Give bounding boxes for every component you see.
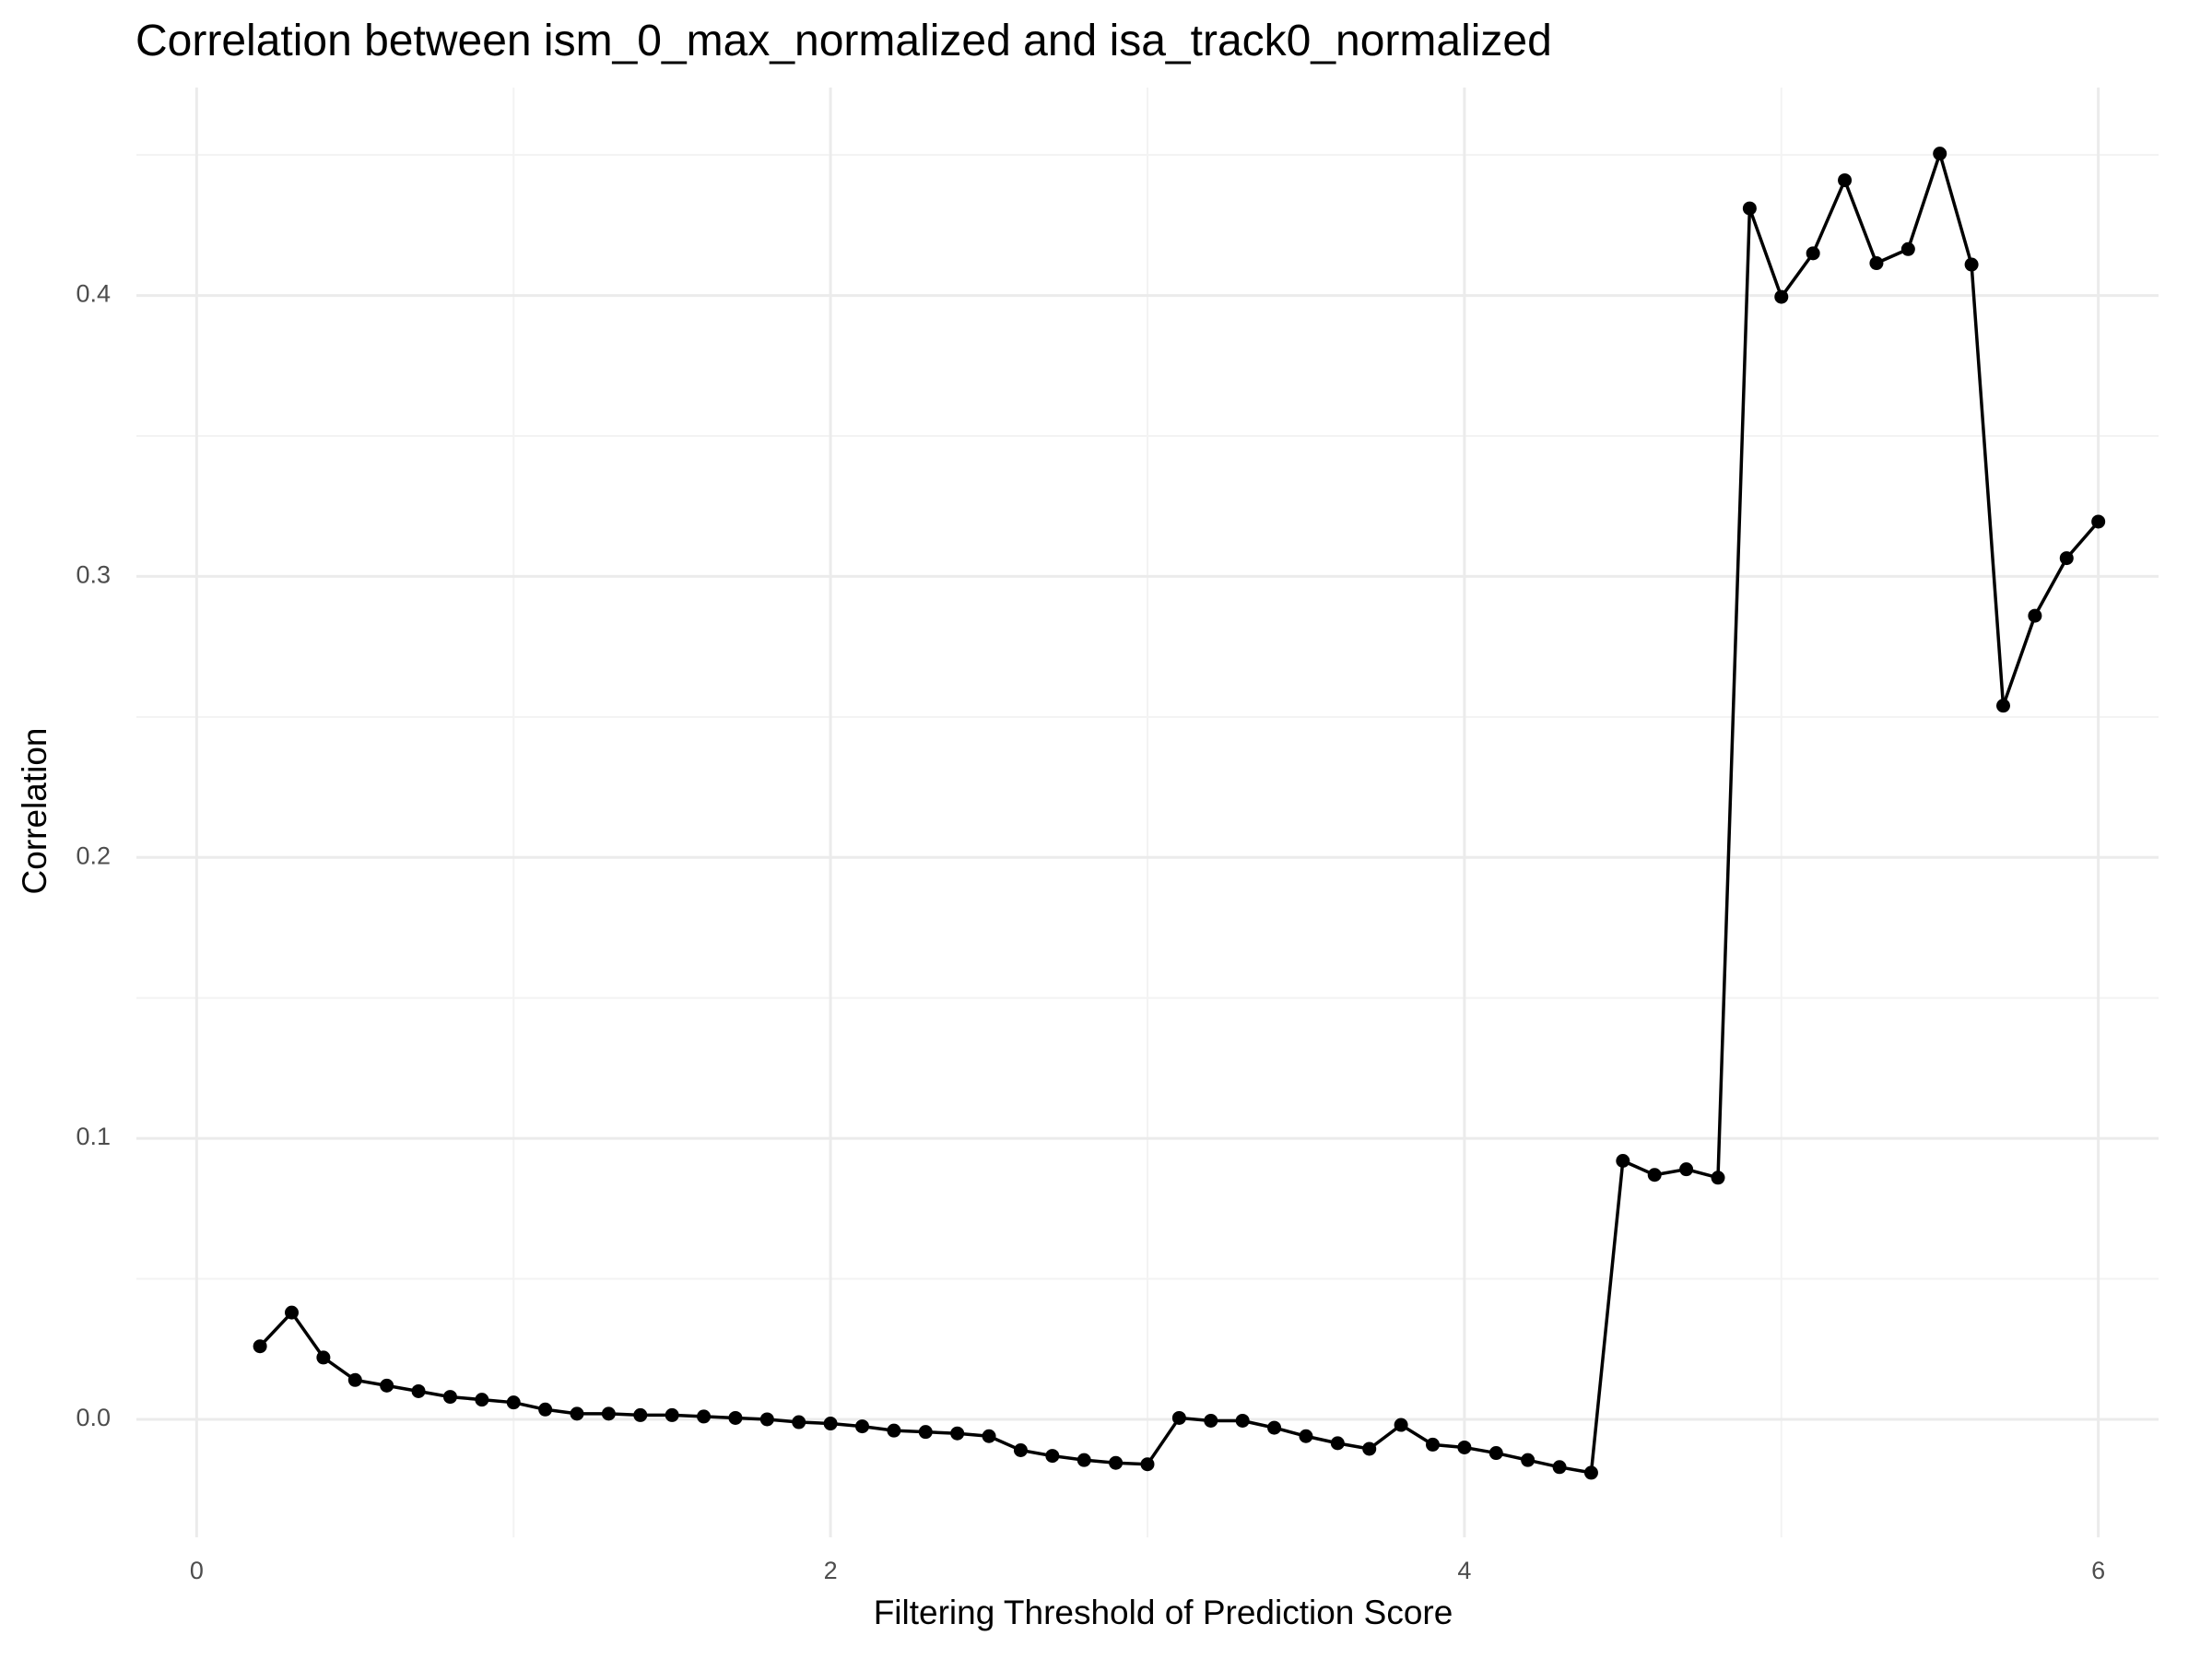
x-axis-title: Filtering Threshold of Prediction Score — [874, 1594, 1453, 1631]
point — [792, 1415, 806, 1430]
point — [759, 1412, 774, 1427]
point — [1995, 699, 2010, 713]
point — [1806, 246, 1820, 261]
point — [1679, 1162, 1694, 1177]
point — [1616, 1154, 1630, 1169]
point — [1742, 201, 1757, 216]
point — [1299, 1429, 1313, 1443]
point — [665, 1407, 679, 1422]
point — [2059, 551, 2074, 566]
point — [411, 1383, 426, 1398]
x-tick-label: 0 — [190, 1557, 204, 1584]
point — [1235, 1413, 1250, 1428]
point — [253, 1339, 267, 1354]
point — [285, 1305, 300, 1320]
point — [823, 1417, 838, 1431]
point — [1900, 241, 1915, 256]
point — [633, 1407, 648, 1422]
y-tick-label: 0.2 — [76, 841, 111, 869]
point — [1045, 1449, 1060, 1464]
point — [918, 1425, 933, 1440]
point — [887, 1423, 901, 1438]
point — [1711, 1171, 1725, 1185]
y-tick-label: 0.3 — [76, 561, 111, 589]
point — [697, 1409, 712, 1424]
point — [570, 1406, 584, 1421]
point — [1964, 257, 1979, 272]
point — [1171, 1410, 1186, 1425]
point — [380, 1378, 394, 1393]
point — [2028, 608, 2042, 623]
point — [1521, 1453, 1535, 1467]
point — [855, 1419, 870, 1434]
point — [728, 1410, 743, 1425]
point — [1774, 289, 1789, 304]
point — [1425, 1437, 1440, 1452]
point — [1838, 173, 1853, 188]
y-tick-label: 0.0 — [76, 1404, 111, 1431]
x-tick-label: 2 — [824, 1557, 838, 1584]
point — [1394, 1418, 1408, 1432]
x-tick-label: 6 — [2091, 1557, 2105, 1584]
point — [1933, 147, 1947, 161]
point — [1267, 1420, 1282, 1435]
point — [1552, 1460, 1567, 1475]
y-axis-title: Correlation — [16, 728, 53, 895]
y-tick-label: 0.4 — [76, 280, 111, 308]
point — [1077, 1453, 1091, 1467]
point — [1583, 1465, 1598, 1480]
point — [506, 1395, 521, 1410]
point — [1109, 1455, 1124, 1470]
point — [316, 1350, 331, 1365]
point — [442, 1390, 457, 1405]
point — [1869, 256, 1884, 271]
point — [475, 1393, 489, 1407]
point — [1204, 1413, 1218, 1428]
point — [982, 1429, 996, 1443]
y-tick-label: 0.1 — [76, 1123, 111, 1150]
point — [347, 1372, 362, 1387]
point — [601, 1406, 616, 1421]
chart-title: Correlation between ism_0_max_normalized… — [135, 17, 1552, 65]
point — [1362, 1441, 1377, 1456]
point — [538, 1402, 553, 1417]
line — [258, 147, 2100, 1475]
point — [1140, 1457, 1155, 1472]
x-tick-label: 4 — [1457, 1557, 1471, 1584]
point — [1647, 1168, 1662, 1182]
point — [2091, 514, 2106, 529]
point — [1457, 1440, 1472, 1454]
point — [1488, 1446, 1503, 1461]
point — [1013, 1442, 1028, 1457]
point — [1330, 1436, 1345, 1451]
point — [950, 1426, 965, 1441]
